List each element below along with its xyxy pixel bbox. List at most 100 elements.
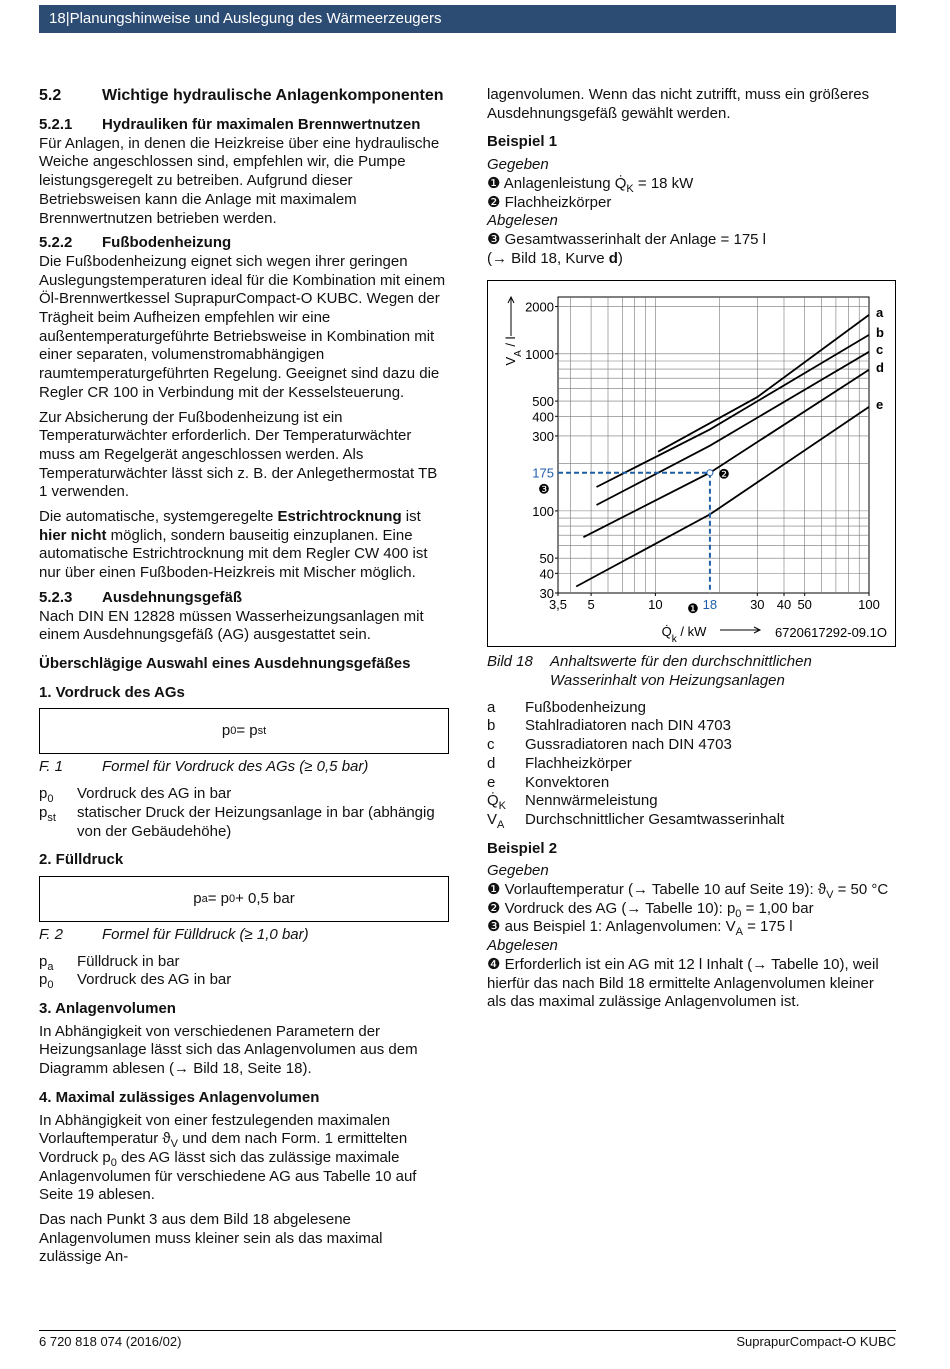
text-run: p: [39, 971, 48, 989]
text-run: möglich, sondern bauseitig einzuplanen. …: [39, 526, 428, 582]
block-line: ❷ Vordruck des AG (→ Tabelle 10): p0 = 1…: [487, 900, 897, 920]
symbol: p0: [39, 971, 77, 992]
block-defs: p0 Vordruck des AG in bar pst statischer Dr…: [39, 785, 449, 841]
block-em: Gegeben: [487, 862, 897, 881]
x-axis-label: Q̇k / kW: [662, 624, 707, 645]
y-tick-label: 40: [540, 567, 554, 582]
subscript: k: [672, 634, 678, 645]
text-run: Fußbodenheizung: [525, 698, 646, 716]
text-run: = 50 °C: [833, 881, 889, 899]
text-run: Vordruck des AG in bar: [77, 785, 232, 803]
bold-run: hier nicht: [39, 526, 107, 544]
label: 5.2.1: [39, 116, 73, 133]
subscript: A: [513, 350, 524, 357]
text-run: V: [503, 357, 518, 366]
subscript: 0: [47, 979, 54, 992]
symbol: Q̇K: [487, 792, 525, 812]
subscript: 0: [735, 907, 742, 920]
block-strong: Beispiel 2: [487, 840, 897, 859]
text-run: ❸ Gesamtwasserinhalt der Anlage = 175 l: [487, 230, 767, 248]
block-strong: 1. Vordruck des AGs: [39, 684, 449, 703]
definition: statischer Druck der Heizungsanlage in b…: [77, 804, 449, 841]
subscript: a: [47, 960, 54, 973]
text-run: statischer Druck der Heizungsanlage in b…: [77, 803, 435, 840]
text-run: = p: [207, 889, 229, 907]
symbol: c: [487, 736, 525, 755]
block-em: Abgelesen: [487, 937, 897, 956]
text-run: (→ Bild 18, Kurve: [487, 249, 609, 267]
x-tick-label: 40: [777, 597, 791, 612]
block-line: ❷ Flachheizkörper: [487, 194, 897, 213]
text-run: = p: [236, 722, 258, 740]
heading-text: Anhaltswerte für den durchschnittlichen …: [550, 653, 897, 690]
curve-label: b: [876, 325, 884, 340]
arrow: [720, 626, 762, 634]
block-p: Nach DIN EN 12828 müssen Wasserheizungsa…: [39, 608, 449, 645]
subscript: A: [497, 818, 505, 831]
curve-label: d: [876, 360, 884, 375]
def-row: Q̇K Nennwärmeleistung: [487, 792, 897, 812]
definition: Stahlradiatoren nach DIN 4703: [525, 717, 731, 736]
text-run: p: [221, 722, 231, 740]
symbol: pst: [39, 804, 77, 841]
header-bar: 18|Planungshinweise und Auslegung des Wä…: [39, 5, 896, 33]
text-run: Fülldruck in bar: [77, 952, 180, 970]
block-strong: Überschlägige Auswahl eines Ausdehnungsg…: [39, 655, 449, 674]
block-h3: 5.2.1 Hydrauliken für maximalen Brennwert…: [39, 116, 449, 135]
block-strong: 3. Anlagenvolumen: [39, 1000, 449, 1019]
curve-label: c: [876, 342, 883, 357]
text-run: a: [487, 698, 496, 716]
block-strong: Beispiel 1: [487, 133, 897, 152]
subscript: 0: [110, 1156, 117, 1169]
block-h3: 5.2.2 Fußbodenheizung: [39, 234, 449, 253]
symbol: e: [487, 774, 525, 793]
def-row: p0 Vordruck des AG in bar: [39, 971, 449, 992]
footer: 6 720 818 074 (2016/02) SuprapurCompact-O…: [39, 1330, 896, 1353]
text-run: Gussradiatoren nach DIN 4703: [525, 736, 732, 754]
text-run: Überschlägige Auswahl eines Ausdehnungsg…: [39, 654, 411, 672]
definition: Gussradiatoren nach DIN 4703: [525, 736, 732, 755]
curve: [596, 351, 870, 507]
y-tick-label: 1000: [525, 347, 554, 362]
text-run: Fußbodenheizung: [102, 234, 232, 252]
bold-run: d: [608, 249, 618, 267]
x-tick-label: 5: [587, 597, 594, 612]
text-run: p: [193, 889, 202, 907]
block-em: Gegeben: [487, 156, 897, 175]
text-run: ): [617, 249, 623, 267]
definition: Nennwärmeleistung: [525, 792, 658, 811]
definition: Vordruck des AG in bar: [77, 971, 231, 990]
text-run: / l: [503, 337, 518, 351]
text-run: Nach DIN EN 12828 müssen Wasserheizungsa…: [39, 607, 424, 644]
def-row: d Flachheizkörper: [487, 755, 897, 774]
text-run: ❹ Erforderlich ist ein AG mit 12 l Inhal…: [487, 955, 879, 1011]
symbol: pa: [39, 953, 77, 973]
text-run: e: [487, 773, 496, 791]
figure-code: 6720617292-09.1O: [775, 625, 887, 640]
text-run: + 0,5 bar: [235, 889, 295, 907]
text-run: Stahlradiatoren nach DIN 4703: [525, 717, 731, 735]
text-run: = 175 l: [742, 918, 793, 936]
reading-x-label: 18: [703, 597, 717, 612]
block-defs: pa Fülldruck in bar p0 Vordruck des AG in b…: [39, 952, 449, 992]
block-line: ❶ Anlagenleistung Q̇K = 18 kW: [487, 174, 897, 195]
block-p: Das nach Punkt 3 aus dem Bild 18 abgeles…: [39, 1211, 449, 1267]
text-run: Konvektoren: [525, 773, 610, 791]
text-run: ❶ Anlagenleistung Q̇: [487, 174, 627, 192]
def-row: a Fußbodenheizung: [487, 699, 897, 718]
text-run: lagenvolumen. Wenn das nicht zutrifft, m…: [487, 86, 870, 122]
heading-text: Hydrauliken für maximalen Brennwertnutze…: [102, 116, 420, 135]
text-run: Ausdehnungsgefäß: [102, 588, 243, 606]
subscript: K: [626, 182, 634, 195]
label: 5.2.2: [39, 234, 73, 252]
y-tick-label: 100: [532, 504, 554, 519]
reading-point: [706, 469, 714, 477]
text-run: ❸ aus Beispiel 1: Anlagenvolumen: V: [487, 918, 736, 936]
text-run: c: [487, 736, 495, 754]
x-tick-label: 100: [858, 597, 880, 612]
text-run: des AG lässt sich das zulässige maximale…: [39, 1148, 417, 1204]
right-column: lagenvolumen. Wenn das nicht zutrifft, m…: [487, 86, 897, 1018]
definition: Durchschnittlicher Gesamtwasserinhalt: [525, 811, 784, 830]
text-run: Nennwärmeleistung: [525, 792, 658, 810]
heading-text: Fußbodenheizung: [102, 234, 231, 253]
